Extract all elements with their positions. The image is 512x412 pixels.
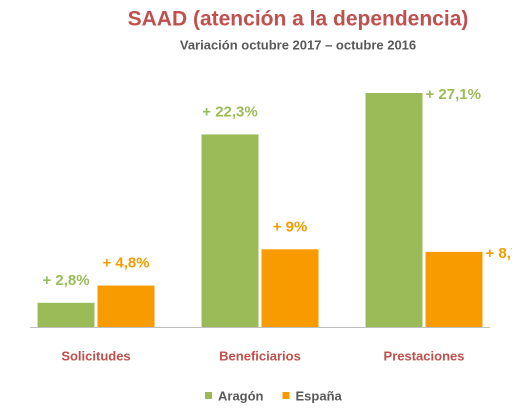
- data-label: + 27,1%: [426, 86, 481, 103]
- bar: [261, 249, 319, 327]
- legend-label: Aragón: [218, 388, 264, 403]
- legend-label: España: [296, 388, 343, 403]
- x-tick-label: Prestaciones: [384, 348, 465, 363]
- x-tick-label: Beneficiarios: [219, 348, 301, 363]
- bar: [37, 302, 95, 327]
- chart-title: SAAD (atención a la dependencia): [128, 8, 469, 31]
- data-label: + 8,7%: [486, 245, 512, 262]
- legend-swatch: [282, 392, 290, 399]
- bar: [201, 134, 259, 327]
- data-label: + 2,8%: [42, 272, 89, 289]
- bar: [365, 93, 423, 327]
- bar: [97, 285, 155, 327]
- data-label: + 22,3%: [202, 103, 257, 120]
- chart-subtitle: Variación octubre 2017 – octubre 2016: [180, 37, 416, 52]
- x-tick-label: Solicitudes: [61, 348, 130, 363]
- legend-swatch: [205, 392, 212, 399]
- data-label: + 4,8%: [102, 255, 149, 272]
- bar: [425, 251, 483, 327]
- data-label: + 9%: [273, 218, 308, 235]
